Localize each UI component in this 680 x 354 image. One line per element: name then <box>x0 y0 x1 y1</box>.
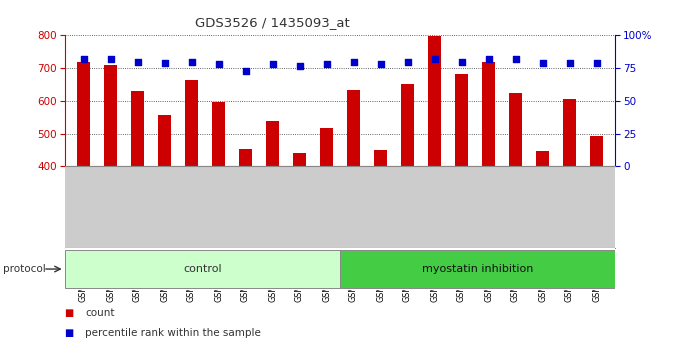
Point <box>375 61 386 67</box>
Text: ■: ■ <box>65 328 74 338</box>
Point <box>456 59 467 64</box>
Bar <box>104 65 117 166</box>
Bar <box>536 151 549 166</box>
Point <box>321 61 332 67</box>
Bar <box>401 84 414 166</box>
Point <box>294 63 305 68</box>
Point <box>267 61 278 67</box>
Bar <box>428 36 441 166</box>
Point <box>537 60 548 66</box>
Bar <box>266 120 279 166</box>
Point <box>348 59 359 64</box>
Point <box>105 56 116 62</box>
Point <box>240 68 251 74</box>
Bar <box>185 80 199 166</box>
Text: protocol: protocol <box>3 264 46 274</box>
Point <box>402 59 413 64</box>
Bar <box>293 153 306 166</box>
Point <box>186 59 197 64</box>
Text: control: control <box>183 264 222 274</box>
Bar <box>239 149 252 166</box>
Bar <box>590 136 603 166</box>
Text: percentile rank within the sample: percentile rank within the sample <box>85 328 261 338</box>
Bar <box>455 74 469 166</box>
Bar <box>77 62 90 166</box>
Point <box>564 60 575 66</box>
Bar <box>131 91 144 166</box>
Point <box>78 56 89 62</box>
Bar <box>320 128 333 166</box>
Point <box>591 60 602 66</box>
Point <box>483 56 494 62</box>
Text: ■: ■ <box>65 308 74 318</box>
Text: myostatin inhibition: myostatin inhibition <box>422 264 533 274</box>
Text: GDS3526 / 1435093_at: GDS3526 / 1435093_at <box>194 16 350 29</box>
Point <box>159 60 170 66</box>
Bar <box>509 93 522 166</box>
Point <box>132 59 143 64</box>
Bar <box>374 150 387 166</box>
Point <box>213 61 224 67</box>
Bar <box>211 102 225 166</box>
Bar <box>347 90 360 166</box>
Bar <box>563 99 576 166</box>
Point <box>429 56 440 62</box>
Point <box>510 56 521 62</box>
Bar <box>481 62 495 166</box>
Text: count: count <box>85 308 114 318</box>
Bar <box>65 250 340 288</box>
Bar <box>340 250 615 288</box>
Bar <box>158 115 171 166</box>
